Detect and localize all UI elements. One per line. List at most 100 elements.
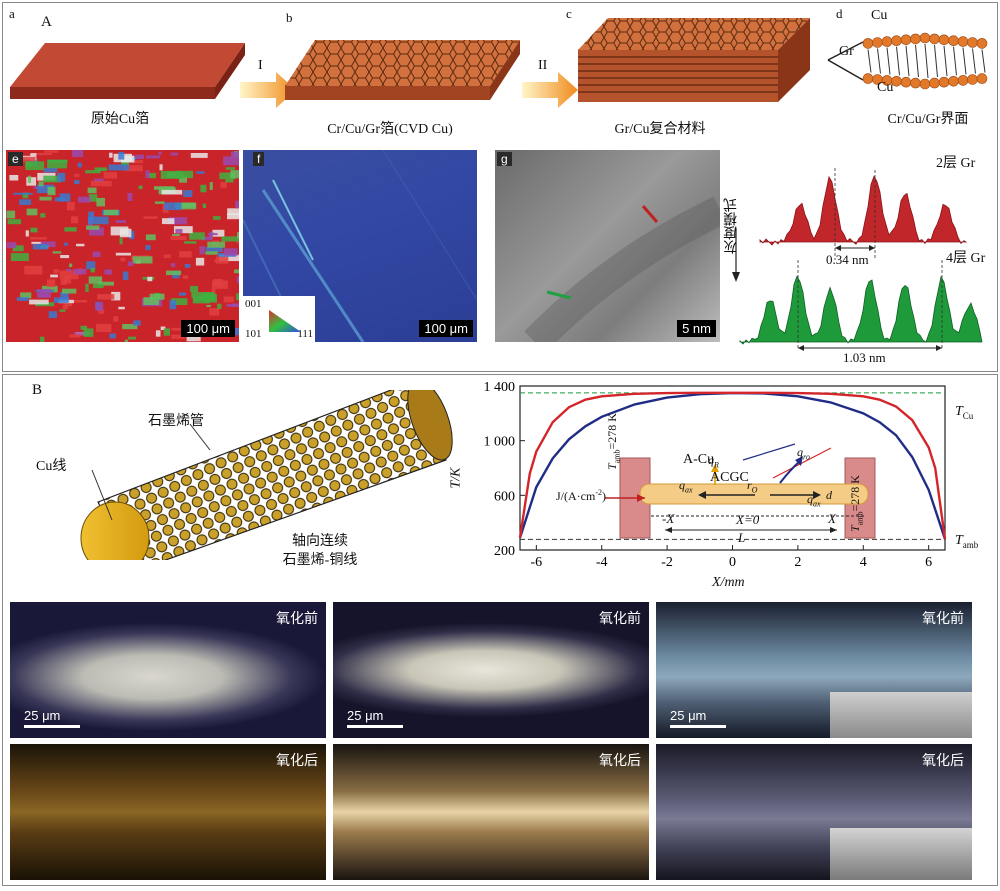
ebsd-grain [170, 152, 179, 156]
ebsd-grain [121, 160, 130, 166]
caption-interface: Cr/Cu/Gr界面 [887, 112, 969, 127]
ref-label-tcu: TCu [955, 404, 974, 421]
ebsd-grain [224, 248, 238, 256]
ebsd-grain [98, 309, 105, 314]
cu-atom [900, 34, 912, 46]
gr-bond [981, 49, 986, 73]
ebsd-grain [171, 263, 176, 267]
ebsd-grain [38, 294, 48, 297]
ebsd-grain [195, 257, 205, 266]
ebsd-grain [40, 241, 56, 248]
caption-original-cu-foil: 原始Cu箔 [90, 112, 150, 127]
ebsd-grain [96, 197, 105, 207]
section-label-a: A [41, 14, 52, 30]
ebsd-grain [176, 170, 194, 179]
x-tick-label: 4 [860, 555, 867, 570]
ebsd-grain [174, 226, 193, 234]
ebsd-grain [48, 311, 57, 319]
ebsd-grain [205, 247, 223, 252]
ebsd-grain [237, 232, 239, 239]
micro-before-1-tag: 氧化前 [276, 610, 318, 626]
ebsd-grain [43, 168, 58, 173]
inset-r-label: rO [747, 478, 758, 495]
gr-bond [905, 45, 910, 77]
ebsd-grain [171, 334, 186, 339]
gr-bond [915, 44, 919, 78]
ebsd-grain [119, 238, 123, 245]
ebsd-grain [77, 162, 82, 168]
ebsd-grain [86, 261, 96, 270]
hrtem-panel: g 5 nm [495, 150, 720, 342]
ebsd-grain [48, 160, 68, 163]
gr-bond [943, 45, 948, 77]
ebsd-grain [94, 167, 107, 172]
x-tick-label: 6 [925, 555, 932, 570]
micro-before-2: 氧化前 25 μm [333, 602, 649, 738]
ebsd-grain [146, 155, 160, 159]
ebsd-grain [67, 202, 75, 211]
ebsd-grain [168, 217, 187, 225]
ebsd-grain [103, 209, 119, 216]
cu-atom [957, 75, 969, 86]
ebsd-grain [184, 241, 197, 244]
ebsd-grain [115, 252, 131, 256]
ref-label-tamb: Tamb [955, 533, 979, 550]
series-line-a-cu [518, 391, 947, 540]
gr-bond [896, 46, 900, 76]
ebsd-grain [179, 292, 186, 296]
ebsd-grain [89, 227, 104, 236]
label-cu-wire: Cu线 [36, 459, 67, 474]
label-4-layer-gr: 4层 Gr [946, 251, 986, 266]
ebsd-grain [189, 232, 205, 240]
ebsd-grain [93, 283, 104, 289]
ebsd-grain [53, 269, 59, 274]
panel-letter-c: c [566, 6, 572, 21]
ebsd-grain [20, 292, 32, 299]
ebsd-grain [160, 326, 166, 330]
ebsd-grain [235, 200, 239, 209]
ebsd-grain [219, 254, 239, 262]
ebsd-grain [65, 268, 72, 272]
ebsd-grain [120, 257, 126, 262]
micro-before-1-scale: 25 μm [24, 708, 80, 728]
ebsd-grain [143, 297, 160, 305]
ebsd-grain [190, 153, 208, 158]
ebsd-grain [39, 336, 45, 342]
ebsd-grain [145, 234, 156, 241]
ebsd-grain [72, 300, 88, 303]
ebsd-grain [44, 150, 59, 153]
ebsd-grain [113, 316, 119, 322]
micro-before-2-scale: 25 μm [347, 708, 403, 728]
scale-bar-f: 100 μm [419, 320, 473, 337]
ebsd-grain [57, 172, 66, 182]
ebsd-grain [27, 175, 32, 183]
interface-label-cu-bottom: Cu [877, 80, 894, 95]
ebsd-grain [37, 289, 51, 298]
y-axis-label: T/K [448, 467, 464, 489]
panel-letter-f: f [253, 152, 265, 166]
label-graphene-copper-wire: 石墨烯-铜线 [282, 553, 358, 568]
ebsd-grain [216, 256, 229, 264]
x-tick-label: 2 [794, 555, 801, 570]
ebsd-grain [35, 152, 53, 156]
ebsd-grain [172, 233, 180, 236]
gr-bond [877, 48, 881, 74]
gr-bond [953, 46, 957, 76]
ebsd-grain [182, 275, 189, 279]
ebsd-grain [25, 230, 29, 237]
ebsd-grain [103, 172, 117, 179]
ipf-triangle [269, 310, 301, 332]
ebsd-grain [74, 332, 91, 336]
ebsd-grain [225, 167, 235, 170]
inset-d-label: d [826, 488, 832, 502]
spacing-4-layer: 1.03 nm [843, 350, 886, 365]
ebsd-grain [194, 292, 215, 301]
ebsd-grain [209, 182, 213, 190]
ebsd-grain [109, 333, 116, 339]
ebsd-grain [190, 285, 199, 292]
interface-illustration [827, 32, 988, 90]
y-tick-label: 1 400 [484, 380, 516, 395]
ebsd-grain [32, 244, 48, 250]
cu-atom [872, 37, 883, 48]
ebsd-grain [7, 219, 22, 225]
